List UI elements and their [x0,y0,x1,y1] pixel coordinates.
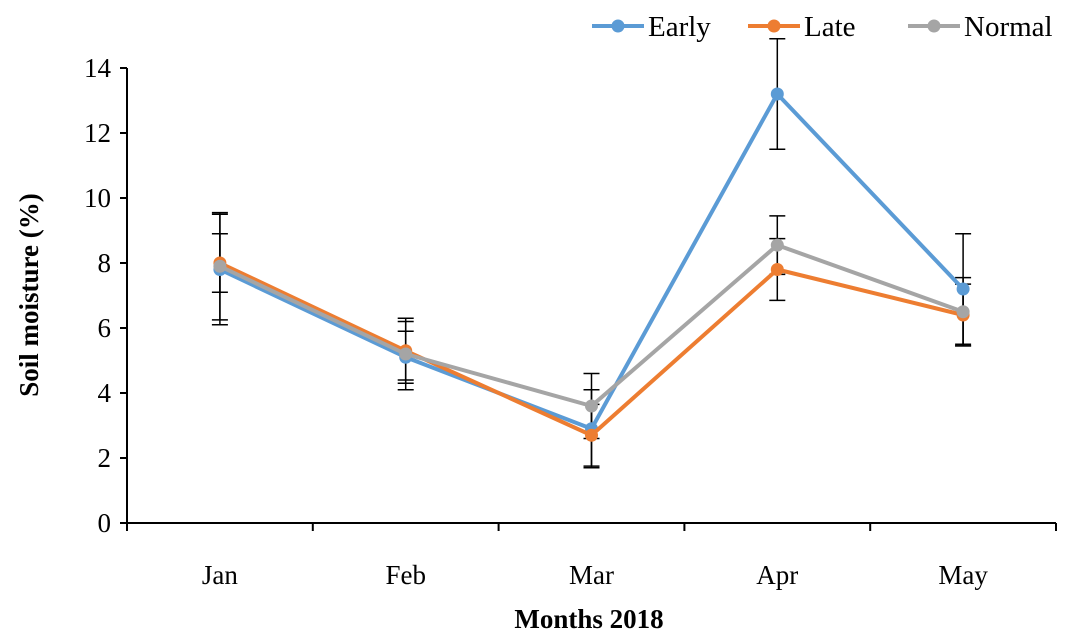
legend-label: Normal [964,11,1053,43]
data-point-normal [770,238,784,252]
y-tick-label: 2 [98,443,112,473]
series-lines [213,87,970,442]
data-point-normal [585,399,598,413]
legend-item-late: Late [748,11,856,43]
x-tick-label: Apr [756,560,798,590]
y-tick-label: 4 [98,378,112,408]
legend-swatch-marker [927,19,941,33]
y-tick-label: 0 [98,508,112,538]
x-ticks: Jan Feb Mar Apr May [126,523,1057,590]
y-tick-label: 12 [84,118,111,148]
legend-item-normal: Normal [908,11,1053,43]
x-tick-label: Mar [569,560,614,590]
y-tick-label: 10 [84,183,111,213]
y-tick-label: 8 [98,248,112,278]
y-tick-label: 6 [98,313,112,343]
data-point-normal [956,305,970,319]
y-axis-title: Soil moisture (%) [14,193,44,397]
legend: Early Late Normal [592,11,1053,43]
legend-swatch-marker [767,19,781,33]
legend-label: Late [804,11,856,43]
x-tick-label: May [938,560,988,590]
legend-item-early: Early [592,11,711,43]
data-point-late [770,263,784,276]
x-tick-label: Feb [385,560,426,590]
legend-label: Early [648,11,711,43]
axes [126,68,1056,524]
x-axis-title: Months 2018 [514,604,663,634]
data-point-normal [213,259,227,273]
legend-swatch-marker [611,19,625,33]
data-point-normal [399,347,413,361]
data-point-late [585,428,598,442]
x-tick-label: Jan [202,560,238,590]
y-tick-label: 14 [84,53,112,83]
data-point-early [956,282,970,296]
data-point-early [770,87,784,101]
y-ticks: 0 2 4 6 8 10 12 14 [84,53,127,538]
